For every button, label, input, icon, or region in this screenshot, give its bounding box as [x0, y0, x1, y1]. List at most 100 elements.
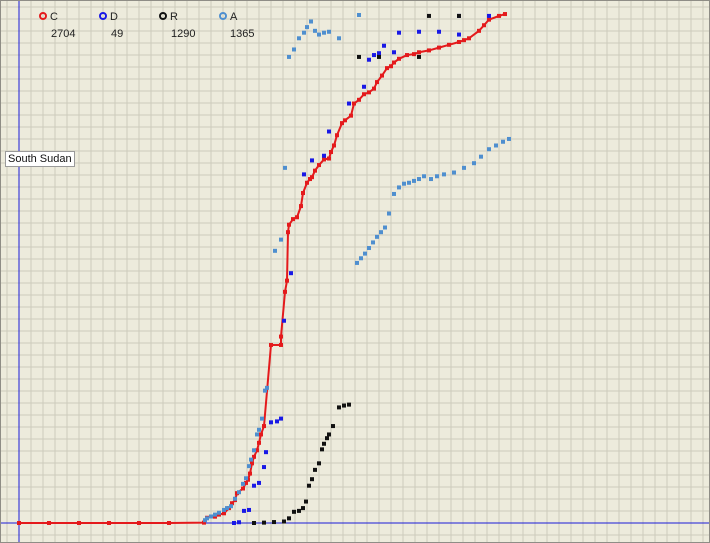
data-point-a	[209, 514, 213, 519]
series-layer	[17, 12, 511, 525]
data-point-r	[301, 506, 305, 511]
data-point-c	[343, 118, 347, 123]
data-point-r	[327, 432, 331, 437]
legend-item-a[interactable]: A 1365	[219, 11, 254, 40]
data-point-c	[375, 80, 379, 85]
data-point-r	[357, 54, 361, 59]
data-point-a	[205, 516, 209, 521]
data-point-c	[437, 45, 441, 50]
data-point-c	[213, 514, 217, 519]
data-point-a	[255, 432, 259, 437]
data-point-c	[417, 50, 421, 55]
data-point-d	[457, 32, 461, 37]
legend-item-c[interactable]: C 2704	[39, 11, 75, 40]
data-point-c	[385, 66, 389, 71]
data-point-c	[329, 150, 333, 155]
data-point-a	[237, 490, 241, 495]
data-point-r	[304, 499, 308, 504]
data-point-r	[272, 520, 276, 525]
data-point-d	[372, 53, 376, 58]
data-point-c	[405, 53, 409, 58]
data-point-r	[322, 441, 326, 446]
data-point-a	[287, 54, 291, 59]
data-point-c	[283, 289, 287, 294]
data-point-a	[241, 481, 245, 486]
data-point-r	[317, 461, 321, 466]
data-point-a	[392, 191, 396, 196]
data-point-a	[472, 161, 476, 166]
data-point-c	[457, 40, 461, 45]
data-point-a	[233, 496, 237, 501]
data-point-r	[252, 521, 256, 525]
data-point-c	[107, 521, 111, 525]
data-point-c	[310, 175, 314, 180]
data-point-a	[397, 185, 401, 190]
data-point-c	[467, 36, 471, 41]
data-point-c	[279, 334, 283, 339]
data-point-r	[427, 13, 431, 18]
data-point-a	[429, 177, 433, 182]
data-point-a	[265, 385, 269, 390]
data-point-c	[47, 521, 51, 525]
data-point-a	[283, 165, 287, 170]
data-point-a	[309, 19, 313, 24]
data-point-d	[322, 153, 326, 158]
data-point-a	[371, 240, 375, 245]
data-point-a	[501, 139, 505, 144]
data-point-r	[297, 508, 301, 513]
data-point-a	[422, 174, 426, 179]
data-point-c	[335, 133, 339, 138]
data-point-a	[244, 476, 248, 481]
data-point-r	[313, 467, 317, 472]
data-point-r	[347, 402, 351, 407]
data-point-d	[392, 50, 396, 55]
data-point-c	[322, 157, 326, 162]
data-point-c	[487, 17, 491, 22]
data-point-a	[322, 30, 326, 35]
data-point-r	[320, 447, 324, 452]
data-point-c	[262, 424, 266, 429]
data-point-a	[222, 507, 226, 512]
data-point-r	[331, 424, 335, 429]
data-point-c	[497, 13, 501, 18]
data-point-c	[367, 90, 371, 95]
data-point-a	[452, 170, 456, 175]
data-point-a	[292, 47, 296, 52]
legend-key-d: D	[110, 11, 118, 23]
legend: C 2704 D 49 R 1290 A 1365	[39, 11, 254, 40]
data-point-c	[503, 12, 507, 17]
data-point-c	[250, 461, 254, 466]
legend-item-d[interactable]: D 49	[99, 11, 123, 40]
data-point-a	[279, 237, 283, 242]
data-point-c	[279, 342, 283, 347]
data-point-r	[262, 520, 266, 525]
data-point-a	[462, 165, 466, 170]
data-point-c	[313, 168, 317, 173]
data-point-c	[389, 64, 393, 69]
data-point-d	[282, 318, 286, 323]
data-point-c	[340, 121, 344, 126]
legend-count-r: 1290	[171, 28, 195, 40]
data-point-d	[302, 172, 306, 177]
data-point-a	[407, 180, 411, 185]
legend-marker-r	[159, 12, 167, 20]
data-point-r	[337, 405, 341, 410]
legend-item-r[interactable]: R 1290	[159, 11, 195, 40]
data-point-a	[327, 29, 331, 34]
data-point-d	[232, 521, 236, 525]
data-point-d	[417, 29, 421, 34]
data-point-d	[397, 30, 401, 35]
legend-marker-d	[99, 12, 107, 20]
data-point-c	[137, 521, 141, 525]
data-point-a	[213, 512, 217, 517]
data-point-c	[286, 230, 290, 235]
data-point-c	[295, 215, 299, 220]
data-point-d	[289, 271, 293, 276]
data-point-r	[292, 509, 296, 514]
data-point-a	[507, 136, 511, 141]
data-point-d	[487, 13, 491, 18]
data-point-r	[282, 519, 286, 524]
data-point-c	[372, 86, 376, 91]
